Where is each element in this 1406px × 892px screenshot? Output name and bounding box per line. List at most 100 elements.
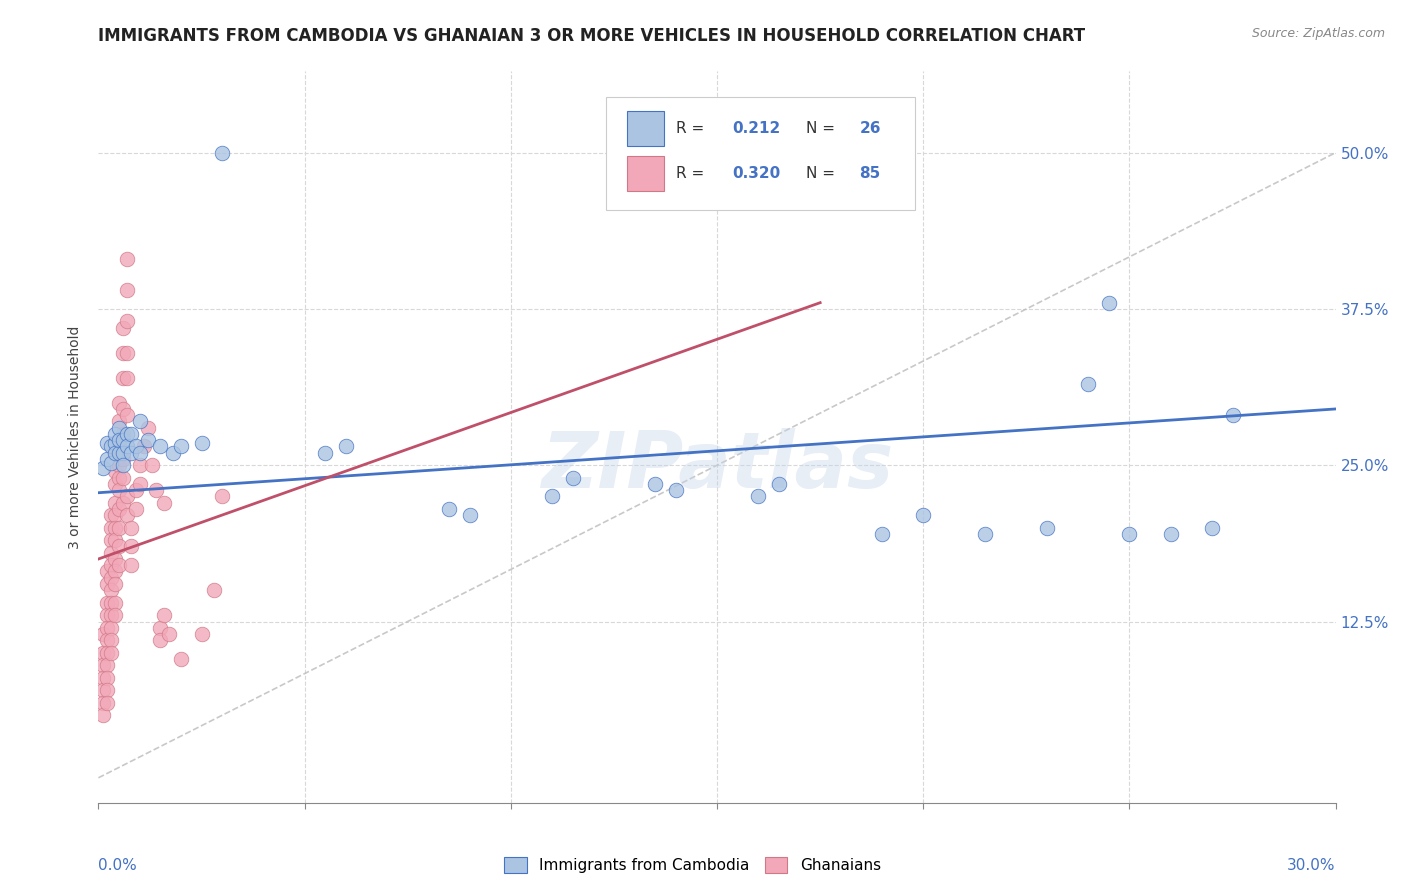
Point	[120, 558, 142, 573]
Point	[157, 627, 180, 641]
Point	[128, 458, 150, 473]
Point	[104, 477, 127, 491]
Point	[117, 426, 139, 441]
Point	[170, 440, 193, 454]
Point	[112, 345, 135, 359]
Point	[100, 621, 122, 635]
Point	[112, 426, 135, 441]
Point	[541, 490, 564, 504]
Point	[108, 420, 131, 434]
Point	[100, 646, 122, 660]
Point	[768, 477, 790, 491]
Point	[96, 671, 118, 685]
Point	[120, 540, 142, 554]
Point	[211, 490, 233, 504]
Point	[117, 490, 139, 504]
Legend: Immigrants from Cambodia, Ghanaians: Immigrants from Cambodia, Ghanaians	[498, 851, 887, 880]
Point	[112, 370, 135, 384]
Point	[96, 596, 118, 610]
Point	[91, 696, 114, 710]
Point	[100, 608, 122, 623]
Point	[104, 508, 127, 523]
Point	[153, 496, 176, 510]
Point	[117, 508, 139, 523]
Point	[91, 683, 114, 698]
Point	[96, 658, 118, 673]
Point	[314, 446, 336, 460]
Point	[128, 446, 150, 460]
Point	[136, 420, 159, 434]
Point	[96, 452, 118, 467]
Point	[1222, 408, 1244, 422]
Text: 30.0%: 30.0%	[1288, 858, 1336, 872]
Point	[136, 434, 159, 448]
Point	[108, 446, 131, 460]
Point	[162, 446, 184, 460]
Text: 0.320: 0.320	[733, 166, 780, 181]
Point	[117, 252, 139, 266]
Point	[96, 577, 118, 591]
Point	[108, 440, 131, 454]
Point	[104, 446, 127, 460]
Point	[1201, 521, 1223, 535]
Point	[91, 658, 114, 673]
Point	[96, 608, 118, 623]
Point	[91, 671, 114, 685]
Point	[117, 440, 139, 454]
FancyBboxPatch shape	[606, 97, 915, 211]
Y-axis label: 3 or more Vehicles in Household: 3 or more Vehicles in Household	[69, 326, 83, 549]
Point	[112, 471, 135, 485]
FancyBboxPatch shape	[627, 156, 664, 191]
Point	[100, 440, 122, 454]
Point	[124, 483, 146, 498]
Point	[100, 583, 122, 598]
Point	[1077, 376, 1099, 391]
Point	[96, 646, 118, 660]
Point	[112, 458, 135, 473]
Text: R =: R =	[676, 166, 710, 181]
Point	[104, 426, 127, 441]
Point	[1118, 527, 1140, 541]
Point	[100, 596, 122, 610]
Point	[124, 440, 146, 454]
Point	[1036, 521, 1059, 535]
Point	[145, 483, 167, 498]
Point	[153, 608, 176, 623]
Point	[202, 583, 225, 598]
Point	[1160, 527, 1182, 541]
Point	[128, 414, 150, 428]
Point	[149, 621, 172, 635]
Point	[108, 558, 131, 573]
Point	[91, 460, 114, 475]
Point	[100, 521, 122, 535]
Point	[112, 434, 135, 448]
Text: N =: N =	[806, 166, 839, 181]
Text: N =: N =	[806, 121, 839, 136]
Point	[96, 696, 118, 710]
Text: 0.0%: 0.0%	[98, 858, 138, 872]
Point	[100, 633, 122, 648]
Point	[108, 471, 131, 485]
Point	[1098, 295, 1121, 310]
Point	[112, 496, 135, 510]
Text: 26: 26	[859, 121, 880, 136]
Point	[100, 558, 122, 573]
Point	[870, 527, 893, 541]
Point	[665, 483, 688, 498]
Point	[108, 540, 131, 554]
Point	[149, 440, 172, 454]
Point	[104, 496, 127, 510]
Point	[120, 446, 142, 460]
Point	[104, 608, 127, 623]
Point	[108, 458, 131, 473]
Point	[100, 546, 122, 560]
Point	[104, 565, 127, 579]
Point	[91, 708, 114, 723]
Point	[108, 414, 131, 428]
Point	[644, 477, 666, 491]
Point	[108, 434, 131, 448]
Point	[117, 408, 139, 422]
Point	[96, 621, 118, 635]
Point	[96, 683, 118, 698]
Point	[912, 508, 935, 523]
